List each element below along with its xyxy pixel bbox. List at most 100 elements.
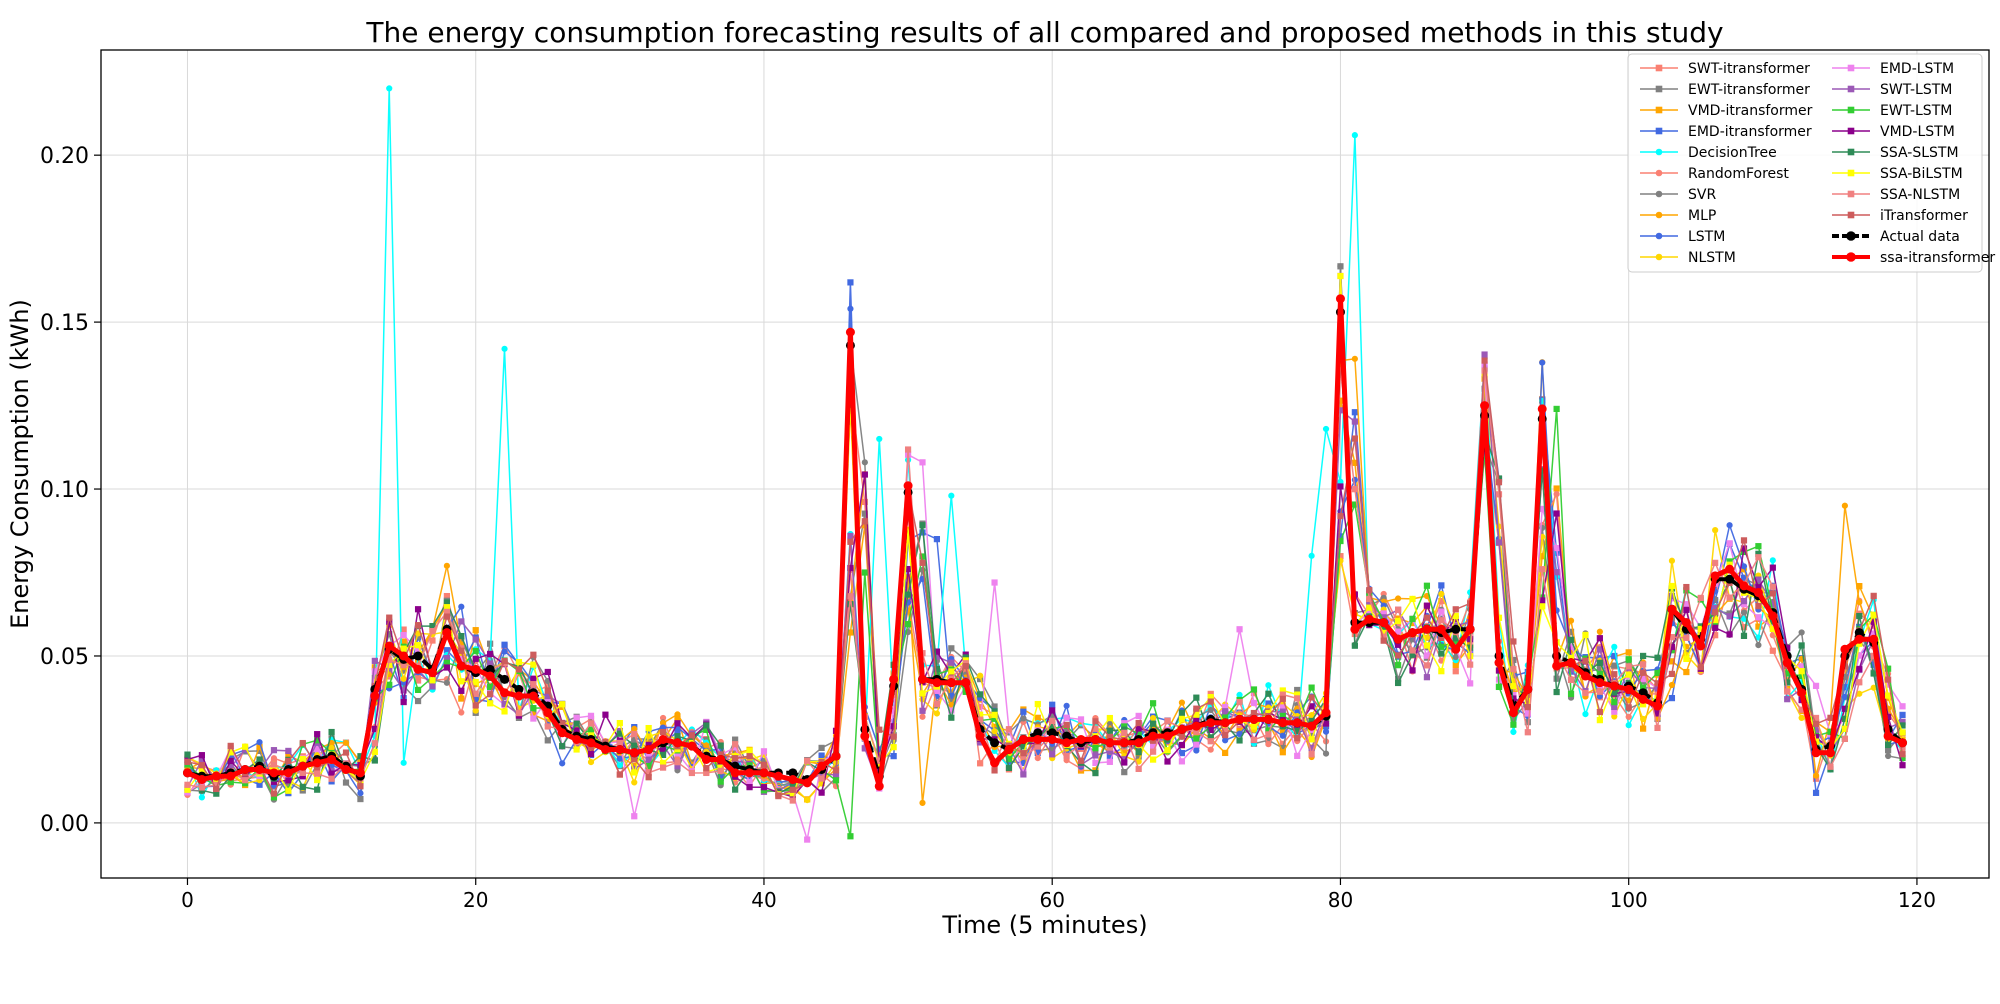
legend-label: VMD-LSTM bbox=[1880, 124, 1955, 140]
series-point bbox=[1092, 744, 1099, 752]
series-point bbox=[1841, 715, 1848, 722]
series-point bbox=[874, 781, 884, 791]
series-point bbox=[602, 711, 609, 718]
series-point bbox=[1206, 718, 1216, 728]
series-point bbox=[631, 779, 638, 786]
series-point bbox=[242, 777, 249, 784]
series-point bbox=[242, 743, 249, 750]
series-point bbox=[904, 446, 912, 453]
series-point bbox=[1047, 734, 1057, 744]
series-point bbox=[1236, 737, 1243, 744]
series-point bbox=[1755, 554, 1762, 561]
series-point bbox=[370, 691, 380, 701]
series-point bbox=[1784, 688, 1791, 695]
series-point bbox=[645, 724, 652, 732]
series-point bbox=[1668, 557, 1676, 564]
series-point bbox=[1423, 642, 1431, 649]
series-point bbox=[443, 679, 450, 686]
series-point bbox=[1164, 747, 1171, 754]
series-point bbox=[1885, 752, 1892, 760]
legend-item: EWT-LSTM bbox=[1832, 103, 1952, 119]
series-point bbox=[818, 789, 825, 796]
series-point bbox=[544, 668, 551, 676]
series-point bbox=[1510, 683, 1517, 690]
series-point bbox=[472, 655, 479, 662]
legend-item: VMD-LSTM bbox=[1832, 124, 1955, 140]
series-point bbox=[1149, 700, 1157, 707]
series-point bbox=[1798, 629, 1805, 636]
y-tick-label: 0.05 bbox=[40, 645, 89, 670]
series-point bbox=[573, 720, 580, 727]
series-point bbox=[458, 647, 465, 654]
series-point bbox=[1668, 670, 1676, 678]
series-point bbox=[1553, 490, 1560, 498]
series-point bbox=[1740, 632, 1748, 639]
series-point bbox=[861, 569, 868, 576]
legend-marker bbox=[1655, 232, 1663, 240]
series-point bbox=[283, 768, 293, 778]
legend-item: NLSTM bbox=[1640, 250, 1736, 266]
series-point bbox=[933, 665, 941, 673]
series-point bbox=[557, 728, 567, 738]
series-point bbox=[211, 771, 221, 781]
series-point bbox=[1596, 708, 1603, 716]
legend-label: EWT-itransformer bbox=[1688, 82, 1810, 98]
series-point bbox=[256, 739, 263, 746]
series-point bbox=[1193, 741, 1200, 748]
series-point bbox=[1899, 751, 1906, 758]
series-point bbox=[631, 725, 638, 732]
legend-item: DecisionTree bbox=[1640, 145, 1777, 161]
series-point bbox=[270, 747, 278, 754]
series-point bbox=[1668, 695, 1676, 702]
series-point bbox=[1611, 699, 1618, 706]
series-point bbox=[1582, 689, 1589, 697]
series-point bbox=[1870, 592, 1877, 599]
series-point bbox=[645, 774, 652, 781]
series-point bbox=[1681, 618, 1691, 628]
series-point bbox=[1769, 583, 1776, 590]
y-tick-label: 0.20 bbox=[40, 144, 89, 169]
series-point bbox=[732, 741, 739, 748]
series-point bbox=[298, 761, 308, 771]
series-point bbox=[1726, 522, 1733, 529]
series-point bbox=[1625, 649, 1632, 656]
series-point bbox=[1178, 758, 1186, 765]
series-point bbox=[1178, 733, 1186, 740]
series-point bbox=[414, 622, 422, 629]
series-point bbox=[1495, 683, 1503, 691]
series-point bbox=[659, 728, 667, 736]
series-point bbox=[327, 754, 337, 764]
series-point bbox=[847, 564, 854, 572]
series-point bbox=[1683, 583, 1690, 591]
series-point bbox=[1207, 738, 1214, 745]
series-point bbox=[1423, 662, 1431, 669]
series-point bbox=[1797, 688, 1807, 698]
series-point bbox=[1710, 571, 1720, 581]
series-point bbox=[788, 768, 798, 778]
series-point bbox=[413, 664, 423, 674]
series-point bbox=[226, 771, 236, 781]
legend-item: EMD-LSTM bbox=[1832, 61, 1954, 77]
legend-marker bbox=[1655, 64, 1663, 72]
series-point bbox=[903, 481, 913, 491]
series-point bbox=[847, 305, 854, 312]
series-point bbox=[1870, 611, 1877, 618]
series-point bbox=[198, 762, 205, 769]
series-point bbox=[1394, 662, 1402, 669]
series-point bbox=[1885, 676, 1892, 683]
y-tick-label: 0.00 bbox=[40, 812, 89, 837]
series-point bbox=[1423, 614, 1431, 621]
series-layer bbox=[182, 85, 1908, 843]
series-point bbox=[328, 744, 335, 751]
series-point bbox=[1250, 723, 1258, 730]
series-point bbox=[890, 744, 897, 751]
series-point bbox=[371, 748, 378, 755]
series-point bbox=[1438, 582, 1445, 589]
series-point bbox=[1366, 587, 1373, 594]
series-point bbox=[1798, 714, 1805, 721]
series-point bbox=[458, 709, 465, 716]
series-point bbox=[1164, 758, 1171, 765]
series-point bbox=[631, 742, 638, 749]
series-point bbox=[1553, 485, 1560, 492]
